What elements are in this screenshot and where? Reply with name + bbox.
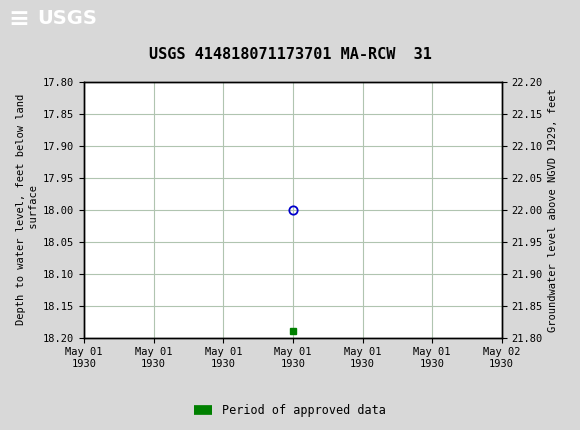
Legend: Period of approved data: Period of approved data bbox=[190, 399, 390, 422]
Text: ≡: ≡ bbox=[9, 7, 30, 31]
Y-axis label: Depth to water level, feet below land
 surface: Depth to water level, feet below land su… bbox=[16, 94, 39, 325]
Y-axis label: Groundwater level above NGVD 1929, feet: Groundwater level above NGVD 1929, feet bbox=[548, 88, 558, 332]
Text: USGS 414818071173701 MA-RCW  31: USGS 414818071173701 MA-RCW 31 bbox=[148, 47, 432, 62]
Text: USGS: USGS bbox=[38, 9, 97, 28]
